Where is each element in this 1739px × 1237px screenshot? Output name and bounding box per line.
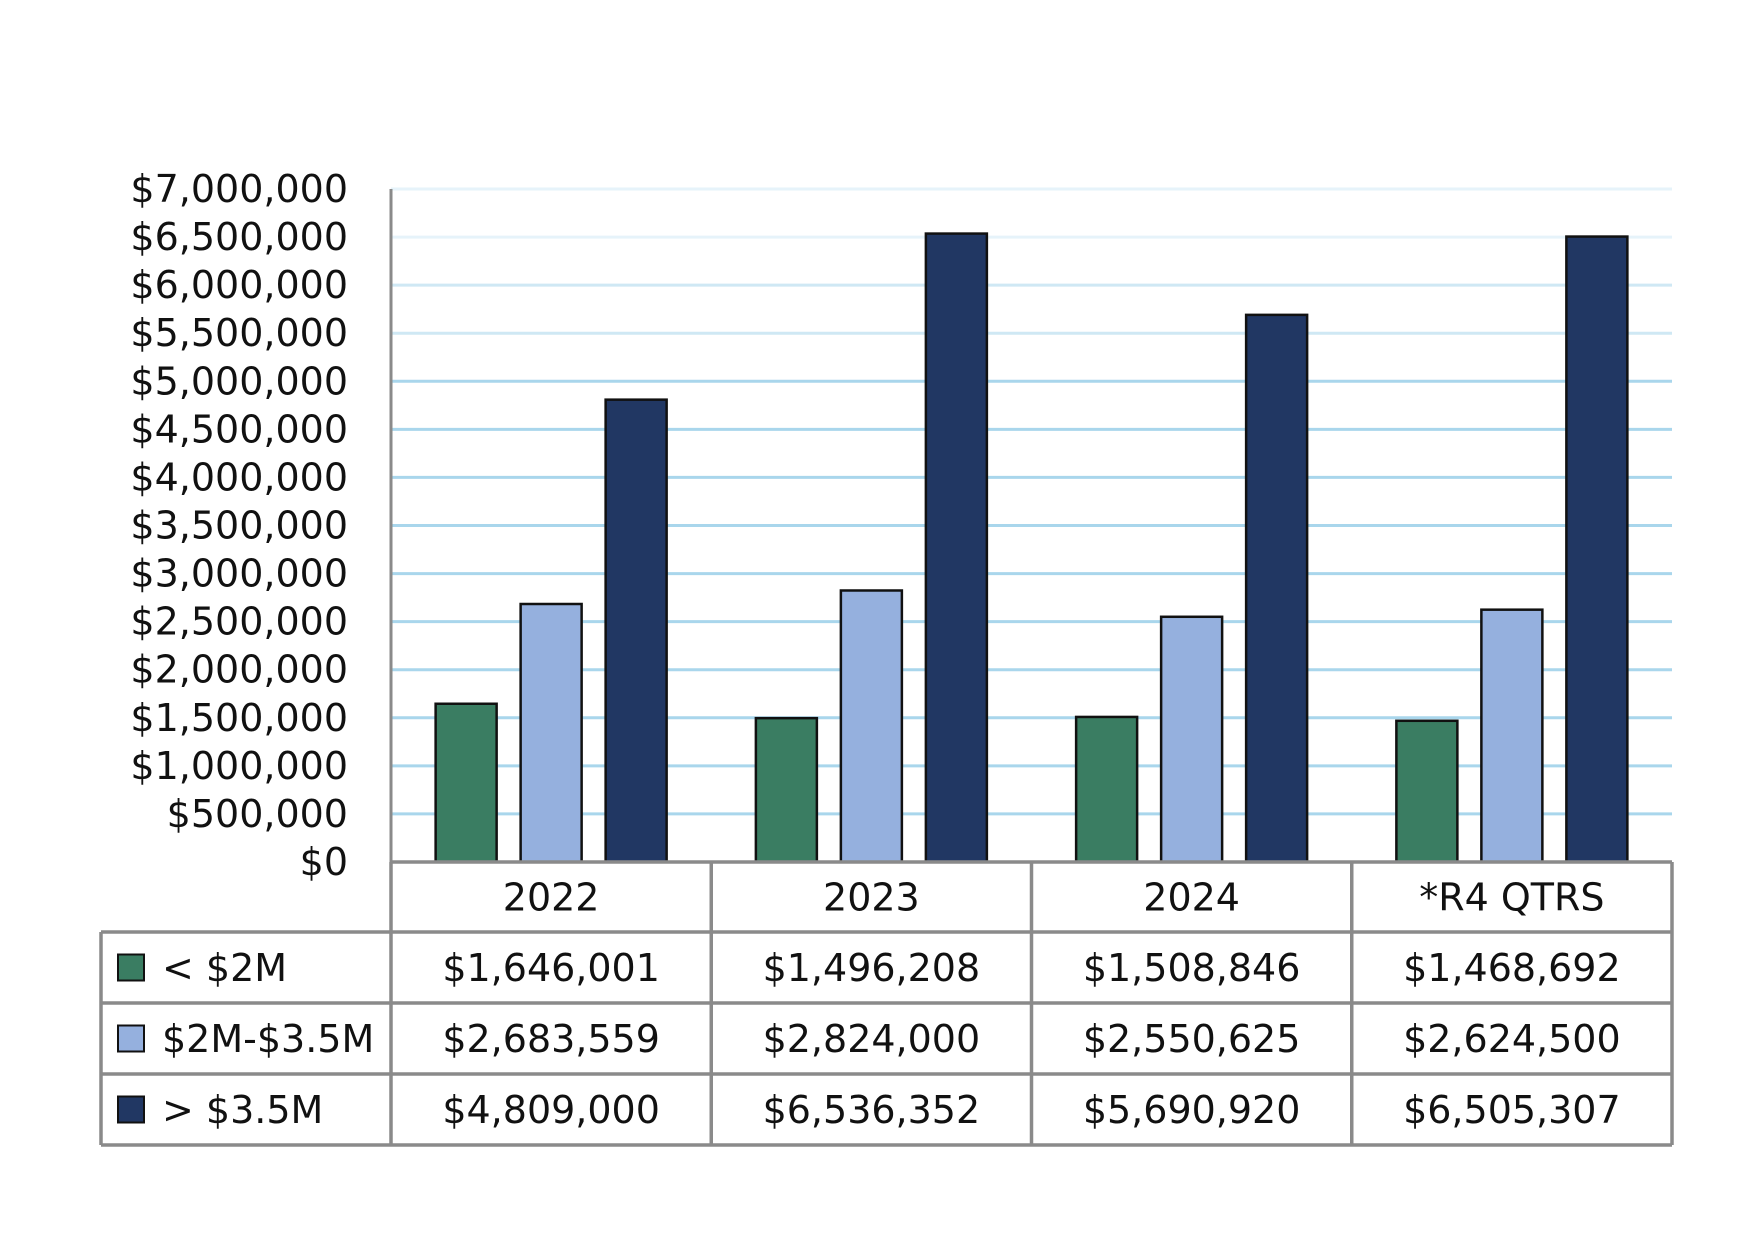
bar <box>1395 719 1459 864</box>
data-label: $5,690,920 <box>1083 1088 1301 1132</box>
y-tick-label: $2,000,000 <box>130 648 348 692</box>
y-tick-label: $2,500,000 <box>130 600 348 644</box>
bar <box>1159 615 1224 864</box>
data-label: $2,824,000 <box>763 1017 981 1061</box>
legend-swatch <box>117 1095 145 1124</box>
data-label: $4,809,000 <box>442 1088 660 1132</box>
data-table: 2022 2023 2024 *R4 QTRS < $2M $1,646,001 $1,49… <box>99 860 1674 1147</box>
data-label: $6,505,307 <box>1403 1088 1621 1132</box>
category-label: 2022 <box>503 875 600 919</box>
category-label: 2024 <box>1143 875 1240 919</box>
y-tick-label: $3,500,000 <box>130 504 348 548</box>
bar <box>1244 313 1309 864</box>
y-tick-label: $6,500,000 <box>130 215 348 259</box>
data-label: $2,624,500 <box>1403 1017 1621 1061</box>
gridlines <box>391 187 1672 816</box>
data-label: $2,683,559 <box>442 1017 660 1061</box>
y-tick-label: $1,000,000 <box>130 744 348 788</box>
y-tick-label: $4,000,000 <box>130 455 348 499</box>
bar <box>519 602 583 864</box>
y-tick-label: $4,500,000 <box>130 407 348 451</box>
category-label: *R4 QTRS <box>1419 875 1604 919</box>
y-tick-label: $0 <box>300 840 348 884</box>
bar <box>839 589 904 864</box>
category-label: 2023 <box>823 875 920 919</box>
y-tick-label: $7,000,000 <box>130 167 348 211</box>
bars <box>434 232 1629 864</box>
data-label: $6,536,352 <box>763 1088 981 1132</box>
bar <box>1565 235 1629 864</box>
y-tick-label: $500,000 <box>167 792 348 836</box>
legend-label: < $2M <box>162 946 287 990</box>
y-axis-tick-labels: $0$500,000$1,000,000$1,500,000$2,000,000… <box>130 167 348 884</box>
y-tick-label: $5,500,000 <box>130 311 348 355</box>
legend-label: $2M-$3.5M <box>162 1017 374 1061</box>
y-tick-label: $5,000,000 <box>130 359 348 403</box>
legend-label: > $3.5M <box>162 1088 323 1132</box>
y-tick-label: $3,000,000 <box>130 552 348 596</box>
bar <box>1480 608 1544 864</box>
data-label: $1,508,846 <box>1083 946 1301 990</box>
bar <box>924 232 989 864</box>
data-label: $1,468,692 <box>1403 946 1621 990</box>
y-tick-label: $6,000,000 <box>130 263 348 307</box>
data-label: $1,646,001 <box>442 946 660 990</box>
bar <box>604 398 668 864</box>
legend-swatch <box>117 1024 145 1053</box>
data-label: $2,550,625 <box>1083 1017 1301 1061</box>
bar <box>434 702 498 864</box>
legend-swatch <box>117 953 145 982</box>
bar <box>754 716 819 864</box>
y-tick-label: $1,500,000 <box>130 696 348 740</box>
bar <box>1074 715 1139 864</box>
data-label: $1,496,208 <box>763 946 981 990</box>
